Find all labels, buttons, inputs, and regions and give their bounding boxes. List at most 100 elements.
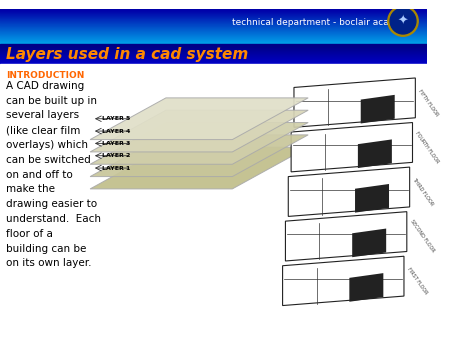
Bar (0, 64, 427, 329)
Bar (0, 58, 427, 59)
Bar (0, 51, 427, 52)
Bar (0, 55, 427, 56)
Bar (0, 30, 427, 31)
Text: FIRST FLOOR: FIRST FLOOR (406, 267, 428, 295)
Bar (0, 37, 427, 38)
Bar (0, 57, 427, 58)
Bar (0, 13, 427, 15)
Bar (0, 23, 427, 25)
Bar (0, 56, 427, 57)
Bar (0, 39, 427, 40)
Polygon shape (285, 212, 407, 261)
Bar (0, 10, 427, 11)
Bar (0, 62, 427, 63)
Bar (0, 46, 427, 47)
Bar (0, 21, 427, 22)
Bar (0, 42, 427, 43)
Bar (0, 53, 427, 54)
Bar (0, 39, 427, 41)
Polygon shape (361, 95, 395, 123)
Bar (0, 34, 427, 35)
Text: ✦: ✦ (398, 15, 408, 28)
Bar (0, 61, 427, 62)
Bar (0, 17, 427, 18)
Text: LAYER 3: LAYER 3 (103, 141, 131, 146)
Polygon shape (90, 123, 308, 164)
Bar (0, 10, 427, 11)
Bar (0, 48, 427, 49)
Bar (0, 24, 427, 25)
Bar (0, 60, 427, 61)
Polygon shape (294, 78, 415, 127)
Bar (0, 62, 427, 63)
Bar (0, 33, 427, 34)
Bar (0, 51, 427, 52)
Bar (0, 51, 427, 52)
Bar (0, 18, 427, 19)
Text: FIFTH FLOOR: FIFTH FLOOR (417, 88, 439, 117)
Bar (0, 23, 427, 24)
Polygon shape (358, 139, 392, 168)
Bar (0, 45, 427, 46)
Bar (0, 52, 427, 53)
Bar (0, 48, 427, 49)
Bar (0, 26, 427, 27)
Polygon shape (291, 123, 413, 172)
Bar (0, 44, 427, 45)
Bar (0, 8, 427, 9)
Bar (0, 50, 427, 51)
Polygon shape (288, 167, 410, 216)
Polygon shape (90, 135, 308, 176)
Bar (0, 35, 427, 37)
Bar (0, 57, 427, 58)
Bar (0, 16, 427, 17)
Bar (0, 59, 427, 60)
Text: THIRD FLOOR: THIRD FLOOR (412, 177, 435, 207)
Bar (0, 32, 427, 33)
Text: LAYER 4: LAYER 4 (103, 128, 131, 134)
Bar (0, 31, 427, 32)
Bar (0, 55, 427, 56)
Bar (0, 12, 427, 13)
Bar (0, 44, 427, 45)
Text: LAYER 1: LAYER 1 (103, 166, 131, 171)
Bar (0, 16, 427, 17)
Polygon shape (90, 147, 308, 189)
Bar (0, 47, 427, 48)
Bar (0, 54, 427, 55)
Bar (0, 49, 427, 50)
Bar (0, 53, 427, 54)
Text: LAYER 2: LAYER 2 (103, 153, 131, 158)
Bar (0, 46, 427, 47)
Bar (0, 28, 427, 30)
Circle shape (388, 6, 418, 36)
Bar (0, 40, 427, 41)
Bar (0, 58, 427, 59)
Polygon shape (349, 273, 383, 302)
Bar (0, 33, 427, 35)
Bar (0, 57, 427, 58)
Polygon shape (283, 256, 404, 306)
Bar (0, 14, 427, 15)
Bar (0, 63, 427, 64)
Bar (0, 11, 427, 13)
Text: INTRODUCTION: INTRODUCTION (6, 71, 84, 80)
Bar (0, 38, 427, 39)
Bar (0, 48, 427, 49)
Bar (0, 52, 427, 53)
Bar (0, 37, 427, 38)
Bar (0, 61, 427, 62)
Circle shape (390, 8, 416, 34)
Polygon shape (90, 110, 308, 152)
Text: technical department - boclair academy: technical department - boclair academy (232, 18, 414, 27)
Bar (0, 13, 427, 14)
Bar (0, 25, 427, 26)
Bar (0, 43, 427, 44)
Bar (0, 35, 427, 36)
Bar (0, 31, 427, 32)
Bar (0, 45, 427, 46)
Bar (0, 56, 427, 57)
Bar (0, 47, 427, 48)
Bar (0, 9, 427, 10)
Bar (0, 49, 427, 50)
